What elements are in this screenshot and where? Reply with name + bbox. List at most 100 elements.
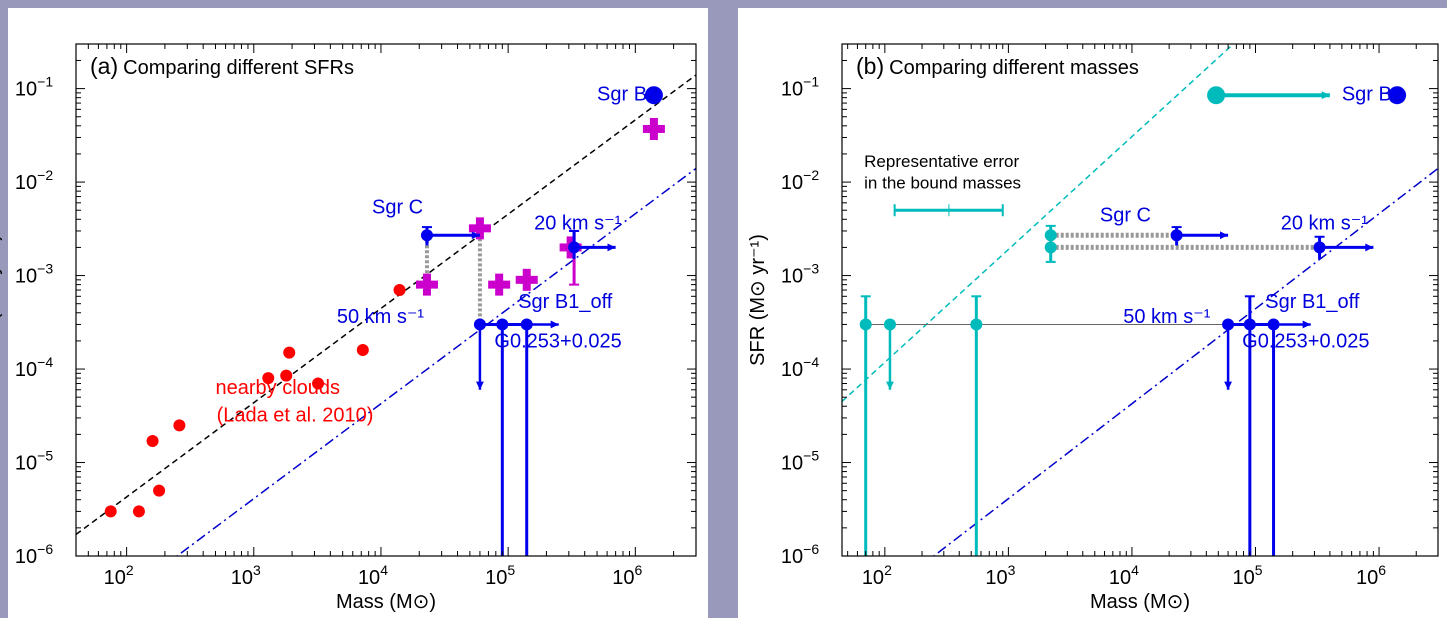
annotation-label: Sgr C: [1100, 204, 1151, 226]
y-axis-label: SFR (M⊙ yr⁻¹): [747, 234, 769, 366]
series-blue: [420, 86, 663, 556]
x-tick-base: 10: [1356, 567, 1378, 589]
annotations: Sgr B2 Sgr C 20 km s⁻¹ 50 km s⁻¹ Sgr B1_off G…: [864, 83, 1403, 352]
axes: 102 103 104 105 10610−610−510−410−310−210−1M…: [0, 44, 697, 613]
nearby-cloud-point: [312, 377, 325, 390]
y-tick-base: 10: [781, 453, 803, 475]
sgr20-mass-arrow-head: [1365, 243, 1374, 252]
blue-point: [520, 318, 533, 331]
x-tick-base: 10: [358, 567, 380, 589]
x-tick-label: 102: [862, 562, 892, 589]
blue-point: [1267, 318, 1280, 331]
chart-title: (b) Comparing different masses: [856, 53, 1139, 79]
cyan-point: [859, 318, 872, 331]
x-tick-label: 103: [985, 562, 1015, 589]
annotation-label: Representative error: [864, 152, 1019, 171]
y-tick-base: 10: [15, 453, 37, 475]
y-tick-exp: −6: [37, 541, 53, 557]
chart-a: 102 103 104 105 10610−610−510−410−310−210−1M…: [0, 43, 697, 613]
y-tick-label: 10−5: [15, 448, 53, 475]
panel-a-comparing-sfrs: 102 103 104 105 106 10−6 10−5 10−4 10−3 10−2 10−1 M…: [0, 8, 708, 618]
x-tick-base: 10: [985, 567, 1007, 589]
y-tick-exp: −1: [37, 74, 53, 90]
x-axis-label: Mass (M⊙): [1090, 591, 1190, 613]
cyan-point: [883, 318, 896, 331]
magenta-plus-marker-v: [649, 117, 658, 140]
x-tick-exp: 4: [1131, 562, 1139, 578]
chart-title: (a) Comparing different SFRs: [90, 53, 354, 79]
cyan-sfr-arrow-head: [886, 381, 894, 390]
x-tick-label: 103: [231, 562, 261, 589]
y-tick-label: 10−1: [781, 74, 819, 101]
y-tick-label: 10−3: [15, 261, 53, 288]
nearby-cloud-point: [146, 434, 159, 447]
x-tick-label: 104: [358, 562, 388, 589]
y-tick-label: 10−6: [781, 541, 819, 568]
annotation-label: G0.253+0.025: [494, 330, 621, 352]
x-tick-base: 10: [104, 567, 126, 589]
nearby-cloud-point: [393, 284, 406, 297]
x-tick-base: 10: [612, 567, 634, 589]
series-nearby-clouds: [104, 284, 406, 518]
y-tick-exp: −5: [803, 448, 819, 464]
reference-lines: [76, 74, 696, 556]
y-tick-base: 10: [781, 79, 803, 101]
annotation-label: Sgr C: [372, 197, 423, 219]
sgr20-mass-arrow-head: [607, 243, 616, 252]
x-tick-exp: 3: [253, 562, 261, 578]
dashed-reference-line: [842, 44, 1235, 403]
x-tick-exp: 6: [635, 562, 643, 578]
blue-point: [496, 318, 509, 331]
y-tick-base: 10: [15, 266, 37, 288]
sgr-b2-point: [644, 86, 663, 105]
annotation-label: Sgr B1_off: [518, 291, 613, 313]
y-tick-base: 10: [781, 172, 803, 194]
annotation-label: Sgr B2: [597, 83, 658, 105]
y-tick-exp: −2: [803, 167, 819, 183]
reference-lines: [842, 44, 1438, 556]
dashed-reference-line: [76, 74, 696, 536]
cyan-point: [1044, 241, 1057, 254]
panel-label: (a): [90, 53, 118, 79]
x-tick-exp: 2: [126, 562, 134, 578]
blue-point: [568, 241, 581, 254]
annotation-label: 20 km s⁻¹: [1281, 213, 1369, 235]
magenta-plus-marker-v: [475, 217, 484, 240]
annotations: Sgr B2 Sgr C 20 km s⁻¹ 50 km s⁻¹ Sgr B1_off G…: [216, 83, 659, 426]
series-cyan: [859, 86, 1330, 556]
nearby-cloud-point: [356, 343, 369, 356]
blue-point: [1170, 229, 1183, 242]
y-tick-base: 10: [781, 359, 803, 381]
x-axis-label: Mass (M⊙): [336, 591, 436, 613]
nearby-cloud-point: [132, 505, 145, 518]
x-tick-base: 10: [231, 567, 253, 589]
links: [424, 228, 482, 325]
y-tick-exp: −4: [37, 354, 53, 370]
x-tick-label: 105: [485, 562, 515, 589]
sgrc-mass-arrow-head: [471, 231, 480, 240]
magenta-plus-marker-v: [422, 273, 431, 296]
series-blue: [1170, 86, 1407, 556]
y-tick-exp: −6: [803, 541, 819, 557]
y-tick-base: 10: [15, 546, 37, 568]
y-tick-label: 10−1: [15, 74, 53, 101]
x-tick-exp: 5: [1255, 562, 1263, 578]
blue-point: [1313, 241, 1326, 254]
chart-title-text: Comparing different SFRs: [123, 57, 354, 79]
y-tick-label: 10−2: [15, 167, 53, 194]
nearby-cloud-point: [280, 369, 293, 382]
y-tick-label: 10−3: [781, 261, 819, 288]
magenta-plus-marker-v: [495, 273, 504, 296]
annotation-label: nearby clouds: [216, 377, 341, 399]
y-tick-base: 10: [15, 79, 37, 101]
links: [865, 232, 1320, 325]
nearby-cloud-point: [283, 346, 296, 359]
nearby-cloud-point: [173, 419, 186, 432]
annotation-label: (Lada et al. 2010): [217, 404, 374, 426]
cyan-sgr-b2-point: [1207, 86, 1226, 105]
x-tick-base: 10: [1109, 567, 1131, 589]
annotation-label: Sgr B1_off: [1265, 291, 1360, 313]
y-tick-label: 10−2: [781, 167, 819, 194]
sgrb1off-mass-arrow-head: [1302, 320, 1311, 329]
x-tick-exp: 5: [507, 562, 515, 578]
